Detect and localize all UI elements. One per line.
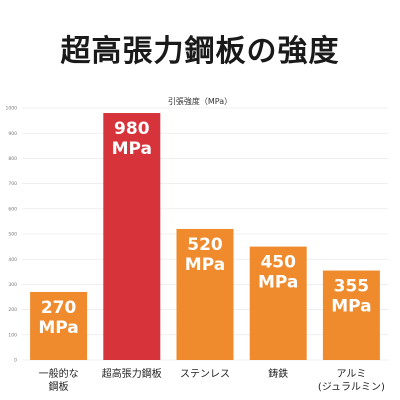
y-tick-label: 400 — [8, 257, 17, 263]
category-label: 超高張力鋼板 — [102, 367, 162, 380]
y-tick-label: 1000 — [6, 106, 18, 112]
bar-value-label: MPa — [258, 273, 298, 293]
bar-value-label: 355 — [334, 277, 370, 297]
bar-value-label: 520 — [187, 235, 223, 255]
y-tick-labels: 0 100 200 300 400 500 600 700 800 900 1000 — [6, 106, 18, 364]
bar — [322, 270, 380, 360]
y-tick-label: 100 — [8, 332, 17, 338]
y-tick-label: 300 — [8, 282, 17, 288]
bar-value-label: MPa — [38, 318, 78, 338]
bar-value-label: 450 — [260, 253, 296, 273]
y-tick-label: 700 — [8, 181, 17, 187]
category-label: 鋳鉄 — [268, 367, 288, 380]
category-label: アルミ — [336, 369, 366, 380]
chart-title: 超高張力鋼板の強度 — [60, 34, 340, 69]
bar — [103, 113, 161, 360]
bar-value-label: MPa — [112, 139, 152, 159]
bar-value-label: MPa — [331, 297, 371, 317]
category-label: 鋼板 — [49, 380, 69, 393]
y-tick-label: 800 — [8, 156, 17, 162]
y-tick-label: 0 — [14, 358, 17, 364]
y-tick-label: 200 — [8, 307, 17, 313]
bar — [249, 246, 307, 360]
category-label: ステンレス — [180, 369, 230, 380]
y-axis-label: 引張強度（MPa） — [167, 97, 233, 106]
category-label: (ジュラルミン) — [318, 381, 385, 393]
y-tick-label: 500 — [8, 232, 17, 238]
bars — [30, 113, 380, 360]
y-tick-label: 600 — [8, 206, 17, 212]
bar-value-label: 980 — [114, 119, 150, 139]
y-tick-label: 900 — [8, 131, 17, 137]
bar — [176, 228, 234, 360]
bar-value-label: 270 — [41, 298, 77, 318]
bar — [30, 291, 88, 360]
category-label: 一般的な — [39, 367, 79, 380]
bar-value-label: MPa — [185, 255, 225, 275]
